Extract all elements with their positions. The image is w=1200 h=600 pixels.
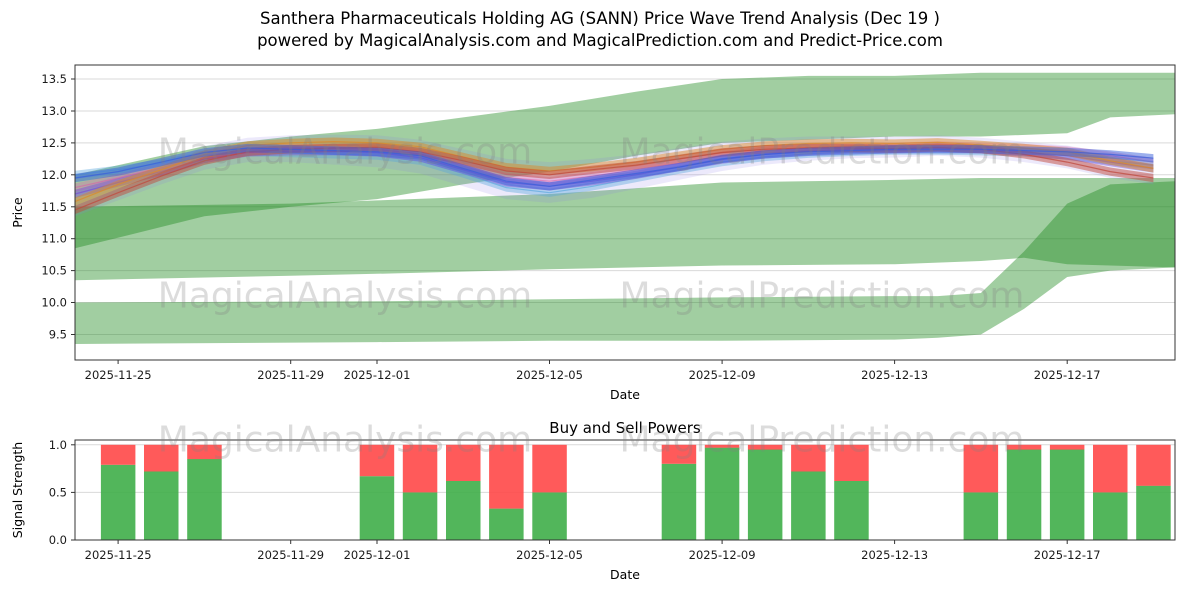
svg-text:12.5: 12.5 <box>41 136 67 150</box>
price-plot-border <box>74 64 1176 361</box>
buy-bar <box>144 471 179 540</box>
sell-bar <box>359 444 395 477</box>
buy-bar <box>791 471 826 540</box>
buy-bar <box>402 492 438 540</box>
buy-bar <box>963 492 999 540</box>
buy-bar <box>359 476 395 540</box>
upper-trend-band <box>75 72 1175 249</box>
chart-title: Santhera Pharmaceuticals Holding AG (SAN… <box>0 8 1200 52</box>
svg-text:2025-12-05: 2025-12-05 <box>516 368 583 382</box>
power-x-label: Date <box>610 567 640 582</box>
sell-bar <box>661 444 697 464</box>
wave-series <box>74 137 1154 215</box>
svg-text:2025-12-13: 2025-12-13 <box>861 368 928 382</box>
lower-trend-band <box>75 181 1175 344</box>
buy-bar <box>661 463 697 540</box>
svg-text:10.0: 10.0 <box>41 296 67 310</box>
sell-bar <box>1006 444 1042 450</box>
blue-wave-band <box>75 143 1154 191</box>
buy-bar <box>187 459 222 540</box>
svg-text:0.5: 0.5 <box>49 485 67 499</box>
svg-text:13.5: 13.5 <box>41 72 67 86</box>
buy-bar <box>1136 485 1171 540</box>
buy-bar <box>1093 492 1128 540</box>
sell-bar <box>1049 444 1085 450</box>
svg-text:1.0: 1.0 <box>49 438 67 452</box>
sell-bar <box>963 444 999 493</box>
green-trend-bands <box>75 72 1175 344</box>
svg-text:2025-11-25: 2025-11-25 <box>85 368 152 382</box>
buy-bar <box>704 447 740 540</box>
buy-bar <box>1006 449 1042 540</box>
svg-text:2025-12-13: 2025-12-13 <box>861 548 928 562</box>
chart-title-line1: Santhera Pharmaceuticals Holding AG (SAN… <box>260 9 940 28</box>
price-wave-chart: 13.5 13.0 12.5 12.0 11.5 11.0 10.5 10.0 9.5 2025-… <box>10 64 1176 402</box>
buy-bar <box>747 449 783 540</box>
price-y-label: Price <box>10 197 25 228</box>
svg-text:2025-12-17: 2025-12-17 <box>1034 368 1101 382</box>
sell-bar <box>791 444 826 472</box>
svg-text:10.5: 10.5 <box>41 264 67 278</box>
power-y-label: Signal Strength <box>10 442 25 538</box>
sell-bar <box>834 444 869 481</box>
svg-text:2025-12-09: 2025-12-09 <box>689 368 756 382</box>
svg-text:2025-11-25: 2025-11-25 <box>85 548 152 562</box>
buy-bar <box>1049 449 1085 540</box>
svg-text:12.0: 12.0 <box>41 168 67 182</box>
power-y-axis: 1.0 0.5 0.0 <box>49 438 75 547</box>
price-y-axis: 13.5 13.0 12.5 12.0 11.5 11.0 10.5 10.0 9.5 <box>41 72 75 342</box>
svg-text:2025-12-01: 2025-12-01 <box>344 368 411 382</box>
svg-text:2025-11-29: 2025-11-29 <box>257 368 324 382</box>
power-x-axis: 2025-11-25 2025-11-29 2025-12-01 2025-12-05… <box>85 540 1101 562</box>
middle-trend-band <box>75 178 1175 281</box>
svg-text:9.5: 9.5 <box>49 328 67 342</box>
price-x-label: Date <box>610 387 640 402</box>
svg-text:2025-12-09: 2025-12-09 <box>689 548 756 562</box>
svg-text:11.0: 11.0 <box>41 232 67 246</box>
bars-chart-title: Buy and Sell Powers <box>549 419 701 437</box>
buy-sell-bars <box>100 444 1171 540</box>
svg-text:11.5: 11.5 <box>41 200 67 214</box>
sell-bar <box>747 444 783 450</box>
sell-bar <box>1136 444 1171 486</box>
buy-bar <box>532 492 567 540</box>
sell-bar <box>704 444 740 448</box>
sell-bar <box>402 444 438 493</box>
svg-text:2025-12-05: 2025-12-05 <box>516 548 583 562</box>
sell-bar <box>144 444 179 472</box>
blue-wave-line <box>74 147 1154 187</box>
price-x-axis: 2025-11-25 2025-11-29 2025-12-01 2025-12-05… <box>85 360 1101 382</box>
sell-bar <box>446 444 481 481</box>
chart-title-line2: powered by MagicalAnalysis.com and Magic… <box>257 31 943 50</box>
sell-bar <box>187 444 222 460</box>
power-plot-border <box>74 439 1176 541</box>
svg-text:2025-11-29: 2025-11-29 <box>257 548 324 562</box>
svg-text:13.0: 13.0 <box>41 104 67 118</box>
buy-bar <box>446 481 481 540</box>
buy-bar <box>100 464 136 540</box>
buy-bar <box>489 508 524 540</box>
buy-bar <box>834 481 869 540</box>
sell-bar <box>532 444 567 493</box>
sell-bar <box>1093 444 1128 493</box>
sell-bar <box>489 444 524 509</box>
sell-bar <box>100 444 136 465</box>
svg-text:0.0: 0.0 <box>49 533 67 547</box>
svg-text:2025-12-17: 2025-12-17 <box>1034 548 1101 562</box>
svg-text:2025-12-01: 2025-12-01 <box>344 548 411 562</box>
